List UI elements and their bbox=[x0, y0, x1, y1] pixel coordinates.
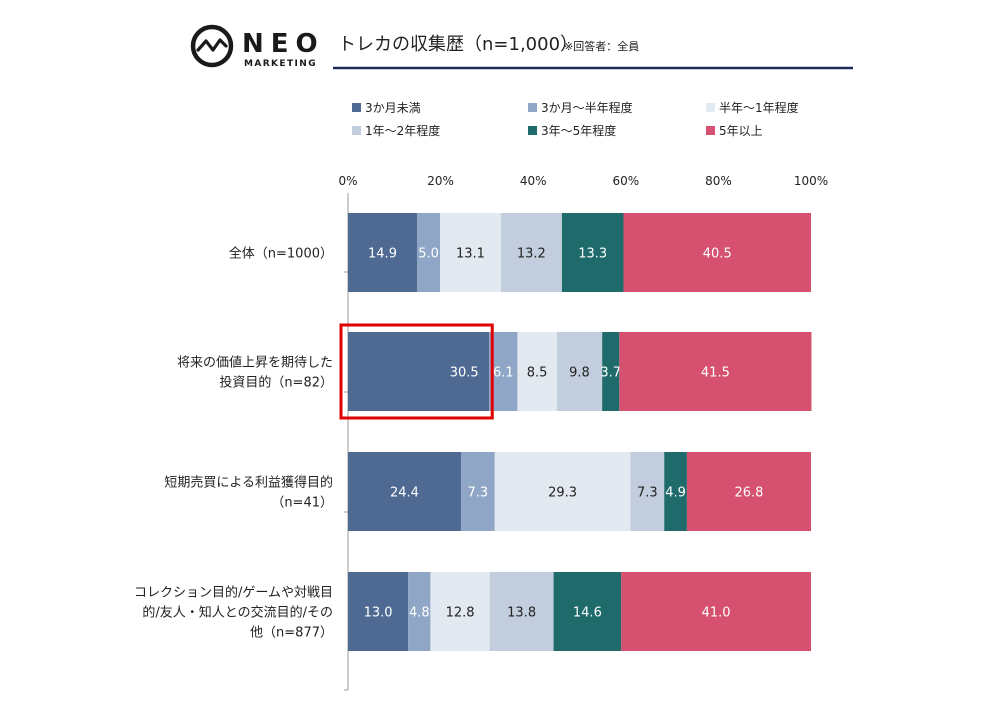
data-label: 6.1 bbox=[493, 366, 514, 381]
bar-segment bbox=[664, 452, 687, 531]
x-tick-label: 100% bbox=[794, 174, 828, 188]
data-label: 29.3 bbox=[548, 486, 577, 501]
neo-logo: NEO MARKETING bbox=[190, 24, 325, 69]
category-label: 全体（n=1000） bbox=[229, 246, 333, 262]
bar-segment bbox=[416, 213, 441, 292]
data-label: 7.3 bbox=[637, 486, 658, 501]
legend-label-5: 3年～5年程度 bbox=[541, 123, 616, 138]
x-tick-label: 0% bbox=[338, 174, 357, 188]
data-label: 24.4 bbox=[390, 486, 419, 501]
legend-label-4: 1年～2年程度 bbox=[365, 123, 440, 138]
data-label: 4.8 bbox=[409, 606, 430, 621]
data-label: 41.5 bbox=[701, 366, 730, 381]
category-label: 短期売買による利益獲得目的 bbox=[164, 475, 333, 491]
category-label: 他（n=877） bbox=[250, 626, 333, 641]
legend-label-2: 3か月～半年程度 bbox=[541, 100, 633, 115]
data-label: 5.0 bbox=[418, 247, 439, 262]
data-label: 30.5 bbox=[450, 366, 479, 381]
chart-title: トレカの収集歴（n=1,000） bbox=[338, 34, 578, 55]
bar-segment bbox=[348, 452, 461, 531]
category-label: コレクション目的/ゲームや対戦目 bbox=[134, 585, 333, 601]
legend-label-3: 半年～1年程度 bbox=[719, 100, 799, 115]
bar-segment bbox=[561, 213, 624, 292]
bar-segment bbox=[630, 452, 665, 531]
bar-segment bbox=[553, 572, 622, 651]
logo-text: NEO bbox=[242, 29, 325, 59]
bar-segment bbox=[500, 213, 562, 292]
bar-segment bbox=[621, 572, 811, 651]
data-label: 14.9 bbox=[368, 247, 397, 262]
bar-segment bbox=[602, 332, 620, 411]
legend-swatch-2 bbox=[528, 103, 537, 112]
logo-wave-icon bbox=[196, 38, 228, 52]
data-label: 13.1 bbox=[456, 247, 485, 262]
legend-swatch-4 bbox=[352, 126, 361, 135]
data-label: 7.3 bbox=[468, 486, 489, 501]
bar-segment bbox=[440, 213, 501, 292]
legend: 3か月未満 3か月～半年程度 半年～1年程度 1年～2年程度 3年～5年程度 5年以上 bbox=[352, 100, 799, 138]
bar-segment bbox=[619, 332, 812, 411]
legend-label-6: 5年以上 bbox=[719, 124, 763, 138]
bar-segment bbox=[494, 452, 631, 531]
logo-circle-icon bbox=[190, 24, 234, 68]
logo-subtext: MARKETING bbox=[244, 59, 317, 69]
legend-swatch-5 bbox=[528, 126, 537, 135]
bar-segment bbox=[430, 572, 490, 651]
highlight-box bbox=[339, 323, 494, 420]
legend-label-1: 3か月未満 bbox=[365, 101, 421, 115]
bar-segment bbox=[408, 572, 431, 651]
data-label: 26.8 bbox=[734, 486, 763, 501]
legend-swatch-1 bbox=[352, 103, 361, 112]
data-label: 12.8 bbox=[446, 606, 475, 621]
category-label: 的/友人・知人との交流目的/その bbox=[142, 605, 333, 621]
category-label: （n=41） bbox=[271, 496, 333, 511]
x-tick-label: 80% bbox=[705, 174, 732, 188]
data-label: 13.0 bbox=[364, 606, 393, 621]
bars: 14.9 5.0 13.1 13.2 13.3 40.5 30.5 6.1 8.5 9.8 3.7 4… bbox=[348, 213, 812, 651]
data-label: 3.7 bbox=[600, 366, 621, 381]
bar-segment bbox=[556, 332, 603, 411]
data-label: 40.5 bbox=[703, 247, 732, 262]
bar-segment bbox=[460, 452, 495, 531]
data-label: 9.8 bbox=[569, 366, 590, 381]
legend-swatch-3 bbox=[706, 103, 715, 112]
category-label: 将来の価値上昇を期待した bbox=[177, 355, 333, 371]
legend-swatch-6 bbox=[706, 126, 715, 135]
data-label: 14.6 bbox=[573, 606, 602, 621]
data-label: 41.0 bbox=[702, 606, 731, 621]
bar-segment bbox=[517, 332, 557, 411]
bar-segment bbox=[348, 572, 409, 651]
x-tick-label: 60% bbox=[612, 174, 639, 188]
bar-segment bbox=[489, 572, 554, 651]
data-label: 8.5 bbox=[527, 366, 548, 381]
data-label: 4.9 bbox=[665, 486, 686, 501]
x-tick-label: 40% bbox=[520, 174, 547, 188]
data-label: 13.8 bbox=[507, 606, 536, 621]
highlight-layer bbox=[339, 323, 494, 420]
respondent-note: ※回答者：全員 bbox=[564, 39, 639, 53]
data-label: 13.2 bbox=[517, 247, 546, 262]
bar-segment bbox=[623, 213, 811, 292]
bar-segment bbox=[489, 332, 518, 411]
bar-segment bbox=[348, 332, 490, 411]
bar-segment bbox=[348, 213, 417, 292]
x-tick-label: 20% bbox=[427, 174, 454, 188]
category-label: 投資目的（n=82） bbox=[219, 375, 333, 391]
bar-segment bbox=[686, 452, 811, 531]
data-label: 13.3 bbox=[578, 247, 607, 262]
